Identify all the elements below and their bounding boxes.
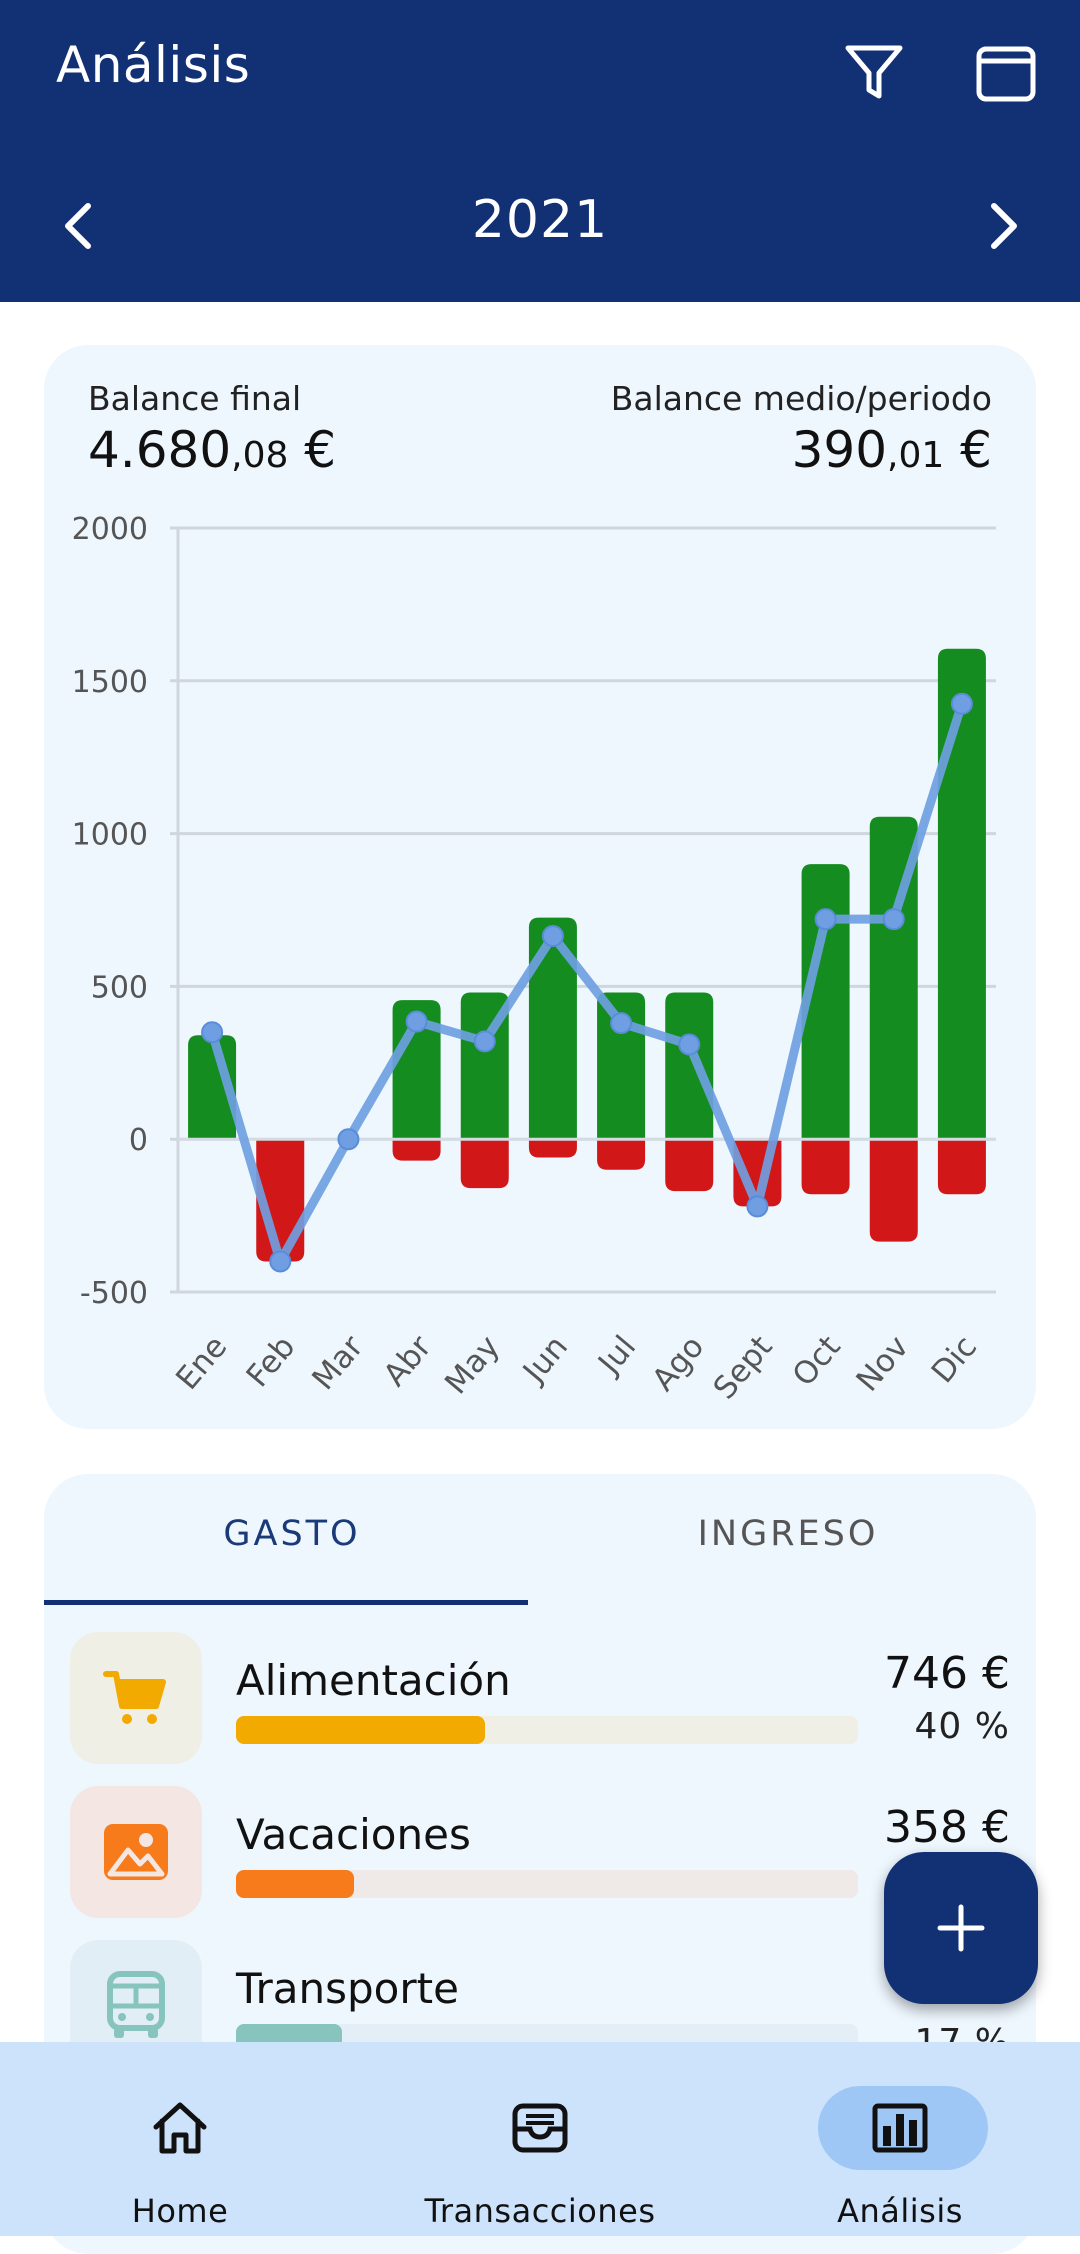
page-title: Análisis [56,36,251,94]
nav-item-home[interactable]: Home [0,2042,360,2236]
balance-line [207,699,967,1266]
tab-expense[interactable]: GASTO [223,1514,361,1554]
balance-point [541,924,564,947]
tab-income[interactable]: INGRESO [697,1514,879,1554]
tab-indicator [44,1600,528,1605]
category-progress [236,1870,858,1898]
nav-item-transactions[interactable]: Transacciones [360,2042,720,2236]
inbox-icon [500,2098,580,2158]
chevron-left-icon[interactable] [38,186,118,266]
y-tick-label: 2000 [72,512,148,547]
y-tick-label: -500 [80,1276,148,1311]
x-tick-label: May [438,1329,507,1401]
bottom-nav: Home Transacciones Análisis [0,2042,1080,2236]
x-tick-label: Abr [377,1329,439,1393]
x-tick-label: Feb [240,1329,303,1394]
balance-point [746,1195,769,1218]
final-balance-decimals: ,08 [231,435,289,476]
category-name: Vacaciones [236,1810,471,1859]
final-balance-label: Balance final [88,379,302,418]
nav-label-transactions: Transacciones [424,2192,656,2230]
balance-point [201,1021,224,1044]
bar-expense [801,1139,850,1195]
bar-expense [392,1139,441,1161]
avg-balance-currency: € [944,421,992,479]
y-tick-label: 1500 [72,665,148,700]
category-row-vacaciones[interactable]: Vacaciones 358 € [44,1786,1036,1936]
x-tick-label: Dic [925,1329,984,1390]
balance-point [882,908,905,931]
x-tick-label: Ago [645,1329,711,1398]
y-tick-label: 0 [129,1123,148,1158]
bar-expense [528,1139,577,1158]
bar-income [869,816,918,1140]
category-progress-fill [236,1870,355,1898]
balance-chart-card: Balance final 4.680,08 € Balance medio/p… [44,345,1036,1429]
bar-expense [460,1139,509,1189]
balance-point [269,1250,292,1273]
bar-income [801,864,850,1140]
x-tick-label: Jun [515,1329,575,1391]
app-bar: Análisis 2021 [0,0,1080,302]
category-percent: 40 % [914,1706,1010,1747]
balance-point [610,1012,633,1035]
x-tick-label: Nov [849,1329,915,1398]
nav-label-analysis: Análisis [837,2192,963,2230]
balance-point [473,1030,496,1053]
category-progress-fill [236,1716,485,1744]
plus-icon [937,1904,985,1952]
avg-balance-integer: 390 [791,421,888,479]
final-balance-value: 4.680,08 € [88,421,336,479]
bar-income [528,917,577,1140]
x-tick-label: Sept [707,1329,780,1406]
balance-point [814,908,837,931]
final-balance-integer: 4.680 [88,421,232,479]
avg-balance-value: 390,01 € [792,421,992,479]
x-tick-label: Oct [786,1329,848,1393]
x-tick-label: Jul [590,1329,643,1382]
home-icon [140,2098,220,2158]
final-balance-currency: € [288,421,337,479]
category-amount: 746 € [884,1648,1010,1699]
bar-expense [937,1139,986,1195]
avg-balance-decimals: ,01 [887,435,945,476]
balance-point [405,1010,428,1033]
balance-point [337,1128,360,1151]
y-tick-label: 1000 [72,818,148,853]
chevron-right-icon[interactable] [964,186,1044,266]
bar-income [665,992,714,1140]
image-icon [70,1786,202,1918]
category-name: Transporte [236,1964,459,2013]
bar-expense [597,1139,646,1170]
bar-chart-icon [860,2098,940,2158]
add-transaction-button[interactable] [884,1852,1038,2004]
bar-expense [869,1139,918,1242]
x-tick-label: Ene [169,1329,234,1397]
nav-label-home: Home [131,2192,229,2230]
calendar-icon[interactable] [966,32,1046,112]
x-tick-label: Mar [305,1329,370,1397]
filter-icon[interactable] [834,32,914,112]
balance-chart: -500 0 500 1000 1500 2000 Ene Feb Mar Abr May Jun Ju… [72,512,996,1406]
category-progress [236,1716,858,1744]
avg-balance-label: Balance medio/periodo [610,379,992,418]
category-name: Alimentación [236,1656,511,1705]
category-row-alimentacion[interactable]: Alimentación 746 € 40 % [44,1632,1036,1782]
bar-income [937,648,986,1140]
bar-expense [665,1139,714,1192]
nav-item-analysis[interactable]: Análisis [720,2042,1080,2236]
y-tick-label: 500 [91,970,148,1005]
balance-point [950,692,973,715]
year-label: 2021 [471,190,609,250]
category-amount: 358 € [884,1802,1010,1853]
balance-point [678,1033,701,1056]
cart-icon [70,1632,202,1764]
